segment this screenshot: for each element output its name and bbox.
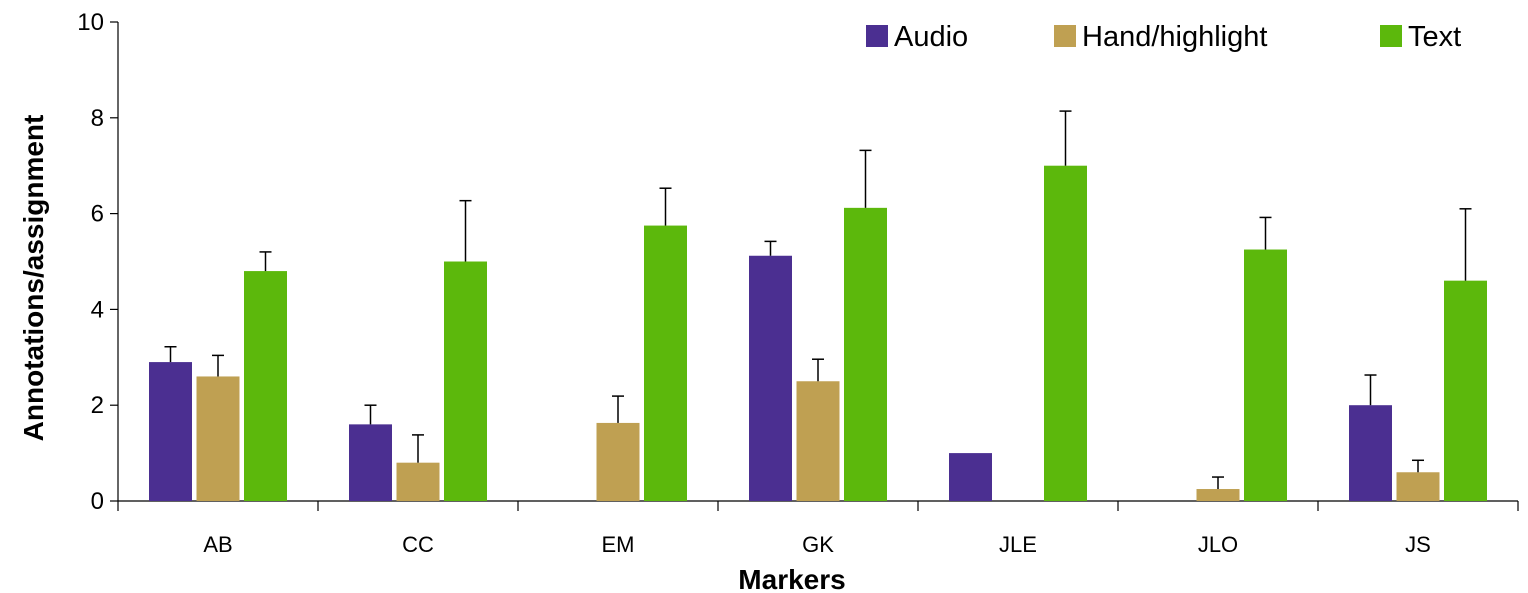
- legend-item-audio: Audio: [866, 21, 968, 53]
- y-axis-title: Annotations/assignment: [18, 115, 49, 442]
- y-tick-label: 2: [91, 392, 104, 419]
- y-tick-label: 10: [77, 9, 104, 36]
- legend: Audio Hand/highlight Text: [866, 21, 1461, 53]
- bar-hand-highlight-ab: [196, 376, 240, 501]
- bar-audio-gk: [749, 255, 792, 501]
- bar-text-jle: [1044, 165, 1087, 501]
- bar-text-jlo: [1244, 249, 1287, 501]
- y-tick-label: 6: [91, 201, 104, 228]
- legend-swatch: [866, 25, 888, 47]
- bar-hand-highlight-gk: [796, 381, 840, 501]
- x-tick-label: AB: [203, 532, 232, 557]
- legend-item-hand-highlight: Hand/highlight: [1054, 21, 1267, 53]
- x-axis-title: Markers: [738, 564, 845, 593]
- legend-swatch: [1054, 25, 1076, 47]
- y-tick-label: 8: [91, 105, 104, 132]
- legend-label: Hand/highlight: [1082, 21, 1267, 53]
- bars: [149, 165, 1487, 502]
- bar-text-em: [644, 225, 687, 501]
- x-axis: AB CC EM GK JLE JLO JS: [117, 500, 1519, 557]
- x-tick-label: JLE: [999, 532, 1037, 557]
- bar-text-gk: [844, 207, 887, 502]
- bar-audio-js: [1349, 405, 1392, 501]
- bar-text-cc: [444, 261, 487, 501]
- x-tick-label: EM: [602, 532, 635, 557]
- bar-hand-highlight-jlo: [1196, 489, 1240, 501]
- bar-audio-cc: [349, 424, 392, 501]
- bar-audio-ab: [149, 362, 192, 501]
- x-tick-label: JLO: [1198, 532, 1238, 557]
- y-tick-label: 4: [91, 296, 104, 323]
- bar-text-js: [1444, 280, 1487, 501]
- x-tick-label: GK: [802, 532, 834, 557]
- x-tick-label: JS: [1405, 532, 1431, 557]
- legend-label: Text: [1408, 21, 1461, 53]
- bar-hand-highlight-em: [596, 422, 640, 501]
- error-bars: [164, 110, 1472, 490]
- y-tick-label: 0: [91, 488, 104, 515]
- x-tick-label: CC: [402, 532, 434, 557]
- bar-text-ab: [244, 271, 287, 501]
- y-axis: 0 2 4 6 8 10: [77, 9, 119, 515]
- bar-audio-jle: [949, 453, 992, 501]
- bar-hand-highlight-js: [1396, 472, 1440, 501]
- legend-item-text: Text: [1380, 21, 1461, 53]
- legend-label: Audio: [894, 21, 968, 53]
- bar-hand-highlight-cc: [396, 462, 440, 501]
- legend-swatch: [1380, 25, 1402, 47]
